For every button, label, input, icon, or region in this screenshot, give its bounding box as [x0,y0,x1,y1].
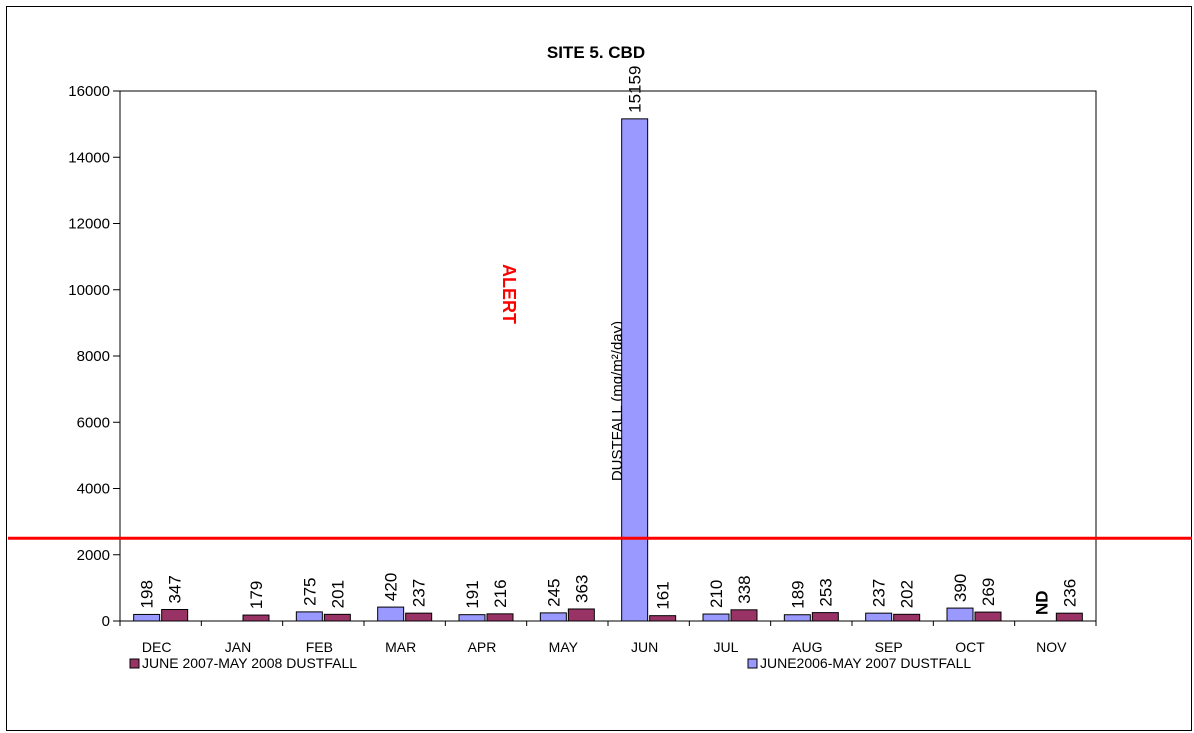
bar-series2-sep [893,613,921,622]
data-label-series1-may: 245 [544,579,563,607]
y-tick-label: 6000 [77,414,110,431]
data-label-series2-feb: 201 [328,580,347,608]
bar-series1-mar [377,606,405,622]
data-label-series2-sep: 202 [898,580,917,608]
x-category-label: MAR [385,639,416,655]
y-tick-label: 16000 [68,83,110,100]
bar-series2-jun [649,615,677,622]
y-tick-label: 12000 [68,216,110,233]
data-label-series2-dec: 347 [166,575,185,603]
legend-swatch-1 [129,658,140,669]
x-category-label: MAY [549,639,579,655]
plot-area [119,90,1097,622]
bar-series1-dec [133,613,161,622]
legend-label-2: JUNE2006-MAY 2007 DUSTFALL [760,655,971,671]
bar-series2-oct [974,611,1002,622]
data-label-series2-nov: 236 [1060,579,1079,607]
legend-swatch-2 [747,658,758,669]
x-category-label: JUL [714,639,739,655]
data-label-series1-oct: 390 [951,574,970,602]
data-label-series1-aug: 189 [788,580,807,608]
data-label-series1-feb: 275 [300,578,319,606]
data-label-series2-jun: 161 [654,581,673,609]
x-category-label: FEB [306,639,333,655]
bar-series2-mar [405,612,433,622]
y-tick-label: 8000 [77,348,110,365]
data-label-series2-oct: 269 [979,578,998,606]
bar-series1-oct [946,607,974,622]
bar-series1-aug [783,614,811,622]
bar-series1-jul [702,613,730,622]
y-tick-label: 0 [102,613,110,630]
x-category-label: NOV [1036,639,1067,655]
bar-series1-apr [458,614,486,622]
x-category-label: OCT [955,639,985,655]
bar-series1-feb [295,611,323,622]
data-label-series2-jul: 338 [735,575,754,603]
x-category-label: SEP [875,639,903,655]
y-tick-label: 4000 [77,481,110,498]
y-tick-label: 14000 [68,149,110,166]
x-category-label: AUG [792,639,822,655]
legend-label-1: JUNE 2007-MAY 2008 DUSTFALL [142,655,357,671]
x-category-label: APR [468,639,497,655]
data-label-series1-sep: 237 [870,579,889,607]
data-label-series2-mar: 237 [410,579,429,607]
x-category-label: JUN [631,639,658,655]
x-category-label: JAN [225,639,251,655]
bar-series2-nov [1055,612,1083,622]
data-label-series2-apr: 216 [491,579,510,607]
chart-title: SITE 5. CBD [547,43,645,62]
data-label-series2-jan: 179 [247,581,266,609]
chart-frame [6,6,1192,731]
bar-series2-apr [486,613,514,622]
data-label-series1-jul: 210 [707,580,726,608]
bar-series2-aug [811,612,839,622]
data-label-series1-dec: 198 [138,580,157,608]
bar-series1-may [539,612,567,622]
bar-series2-dec [161,609,189,622]
bar-series2-jul [730,609,758,622]
data-label-series1-jun: 15159 [626,66,645,113]
data-label-series1-nov: ND [1032,590,1051,615]
data-label-series1-mar: 420 [382,573,401,601]
alert-label: ALERT [499,264,519,324]
bar-series1-jun [621,118,649,622]
y-tick-label: 2000 [77,547,110,564]
data-label-series1-apr: 191 [463,580,482,608]
bar-series2-may [567,608,595,622]
data-label-series2-aug: 253 [816,578,835,606]
x-category-label: DEC [142,639,172,655]
bar-series1-sep [865,612,893,622]
data-label-series2-may: 363 [572,575,591,603]
bar-series2-feb [323,613,351,622]
y-tick-label: 10000 [68,282,110,299]
bar-series2-jan [242,614,270,622]
